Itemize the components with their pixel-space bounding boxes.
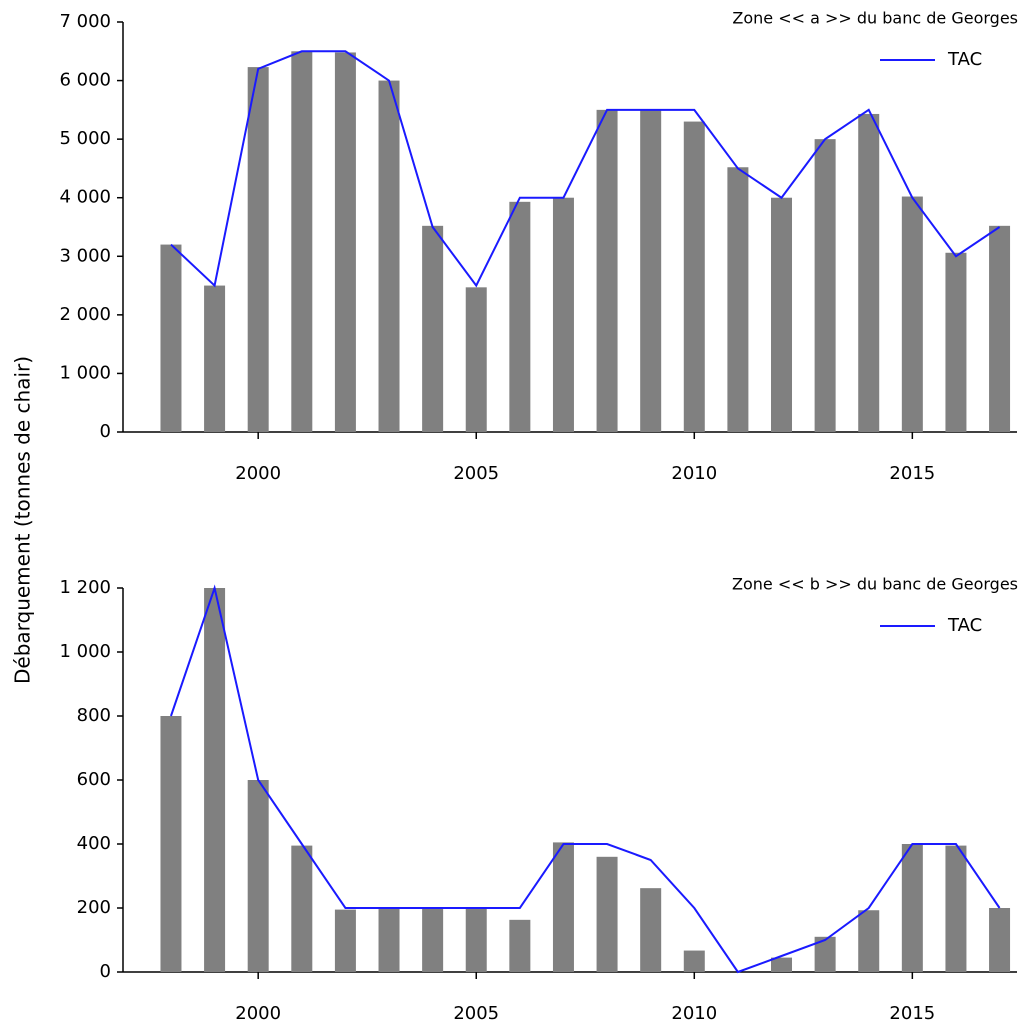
bar (945, 845, 967, 972)
x-tick-label: 2015 (889, 1003, 935, 1024)
bar (160, 716, 182, 972)
bar (683, 950, 705, 972)
bar (858, 113, 880, 432)
bar (596, 109, 618, 432)
bar (989, 908, 1011, 972)
x-tick-label: 2010 (671, 463, 717, 484)
x-tick-label: 2005 (453, 463, 499, 484)
bar (204, 285, 226, 432)
bar (291, 51, 313, 433)
bar (552, 197, 574, 432)
bar (247, 67, 269, 432)
bar (989, 225, 1011, 432)
y-tick-label: 0 (100, 961, 111, 982)
bar (771, 957, 793, 972)
bar (422, 225, 444, 432)
y-tick-label: 4 000 (59, 187, 111, 208)
y-axis-label: Débarquement (tonnes de chair) (11, 356, 35, 684)
bar (901, 844, 923, 972)
x-tick-label: 2000 (235, 1003, 281, 1024)
bar (640, 109, 662, 432)
bar (509, 201, 531, 432)
bar (814, 139, 836, 432)
bar (465, 908, 487, 972)
bar (683, 121, 705, 433)
bar (204, 588, 226, 972)
x-tick-label: 2010 (671, 1003, 717, 1024)
bar (334, 52, 356, 432)
y-tick-label: 1 200 (59, 577, 111, 598)
legend-label: TAC (947, 49, 982, 70)
chart-title: Zone << a >> du banc de Georges (732, 9, 1018, 28)
bar (378, 80, 400, 433)
y-tick-label: 1 000 (59, 362, 111, 383)
bar (465, 287, 487, 432)
bar (771, 197, 793, 432)
y-tick-label: 800 (77, 705, 111, 726)
bar (945, 252, 967, 432)
y-tick-label: 400 (77, 833, 111, 854)
y-tick-label: 3 000 (59, 245, 111, 266)
bar (509, 919, 531, 972)
bar (814, 936, 836, 972)
bar (291, 845, 313, 972)
y-tick-label: 5 000 (59, 128, 111, 149)
bar (552, 842, 574, 972)
y-tick-label: 200 (77, 897, 111, 918)
bar (858, 910, 880, 972)
bar (378, 908, 400, 972)
x-tick-label: 2000 (235, 463, 281, 484)
y-tick-label: 0 (100, 421, 111, 442)
y-tick-label: 7 000 (59, 11, 111, 32)
legend-label: TAC (947, 615, 982, 636)
bar (334, 909, 356, 972)
bar (160, 244, 182, 432)
tac-line (170, 584, 1001, 974)
bar (727, 167, 749, 432)
bar (247, 780, 269, 972)
y-tick-label: 6 000 (59, 70, 111, 91)
chart-title: Zone << b >> du banc de Georges (732, 575, 1018, 594)
bar (596, 856, 618, 972)
bar (640, 888, 662, 972)
y-tick-label: 2 000 (59, 304, 111, 325)
y-tick-label: 600 (77, 769, 111, 790)
tac-line (170, 50, 1001, 288)
y-tick-label: 1 000 (59, 641, 111, 662)
bar (901, 196, 923, 432)
bar (422, 908, 444, 972)
x-tick-label: 2005 (453, 1003, 499, 1024)
x-tick-label: 2015 (889, 463, 935, 484)
